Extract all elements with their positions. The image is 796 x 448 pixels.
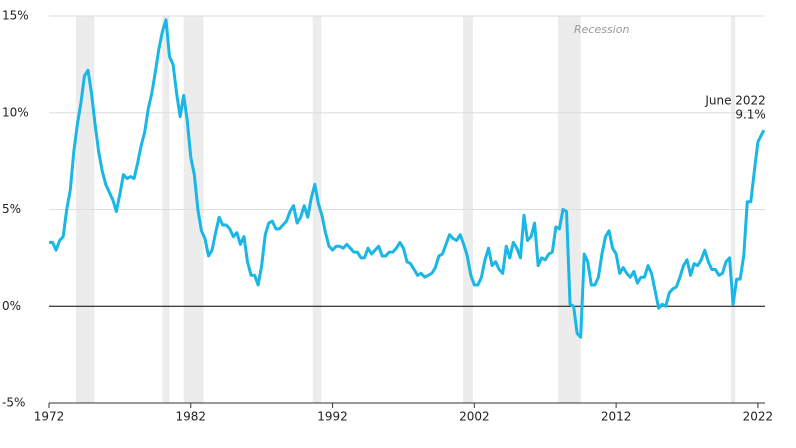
- x-tick-label: 2012: [601, 410, 632, 424]
- x-tick-label: 2002: [459, 410, 490, 424]
- y-tick-label: -5%: [2, 396, 25, 410]
- y-tick-label: 0%: [2, 299, 21, 313]
- inflation-line: [49, 18, 766, 339]
- y-tick-label: 15%: [2, 9, 29, 23]
- recession-label: Recession: [574, 23, 629, 36]
- x-tick-label: 1972: [34, 410, 65, 424]
- annotation: June 2022: [704, 94, 766, 108]
- y-tick-label: 5%: [2, 202, 21, 216]
- x-tick-label: 1992: [317, 410, 348, 424]
- value-label: 9.1%: [735, 108, 766, 122]
- x-tick-label: 2022: [743, 410, 774, 424]
- y-tick-label: 10%: [2, 105, 29, 119]
- x-tick-label: 1982: [176, 410, 207, 424]
